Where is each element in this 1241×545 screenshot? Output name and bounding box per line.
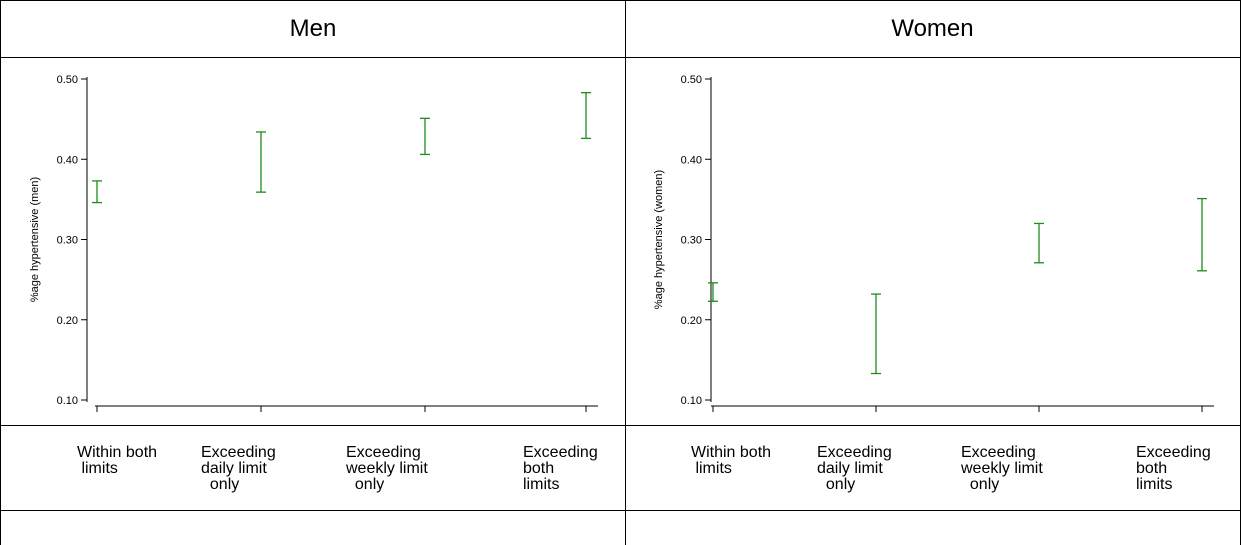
- women-chart: 0.10 0.20 0.30 0.40 0.50 %age hypertensive (w…: [653, 74, 1214, 412]
- men-title: Men: [289, 15, 337, 42]
- error-bar: [256, 131, 266, 193]
- men-title-cell: Men: [0, 0, 626, 58]
- y-tick-label: 0.50: [57, 74, 78, 86]
- women-empty-cell: [625, 510, 1241, 545]
- y-tick-label: 0.40: [681, 154, 702, 166]
- category-label: Exceeding both limits: [523, 444, 598, 493]
- error-bar: [871, 293, 881, 375]
- error-bar: [1034, 222, 1044, 264]
- category-label: Within both limits: [691, 444, 772, 477]
- error-bar: [420, 117, 430, 156]
- men-chart-cell: 0.10 0.20 0.30 0.40 0.50 %age hypertensive (m…: [0, 57, 626, 426]
- y-tick-label: 0.40: [57, 154, 78, 166]
- y-tick-label: 0.30: [57, 235, 78, 247]
- men-chart: 0.10 0.20 0.30 0.40 0.50 %age hypertensive (m…: [29, 74, 598, 412]
- men-empty-cell: [0, 510, 626, 545]
- y-axis-title: %age hypertensive (women): [653, 170, 665, 309]
- category-label: Exceeding daily limit only: [201, 444, 276, 493]
- women-category-cell: Within both limits Exceeding daily limit …: [625, 425, 1241, 511]
- y-tick-label: 0.20: [57, 315, 78, 327]
- y-tick-label: 0.30: [681, 235, 702, 247]
- error-bar: [1197, 197, 1207, 272]
- y-tick-label: 0.10: [57, 395, 78, 407]
- women-title-cell: Women: [625, 0, 1241, 58]
- error-bar: [708, 282, 718, 302]
- y-tick-label: 0.50: [681, 74, 702, 86]
- y-axis-title: %age hypertensive (men): [29, 177, 41, 302]
- women-chart-cell: 0.10 0.20 0.30 0.40 0.50 %age hypertensive (w…: [625, 57, 1241, 426]
- y-tick-label: 0.20: [681, 315, 702, 327]
- category-label: Exceeding both limits: [1136, 444, 1211, 493]
- women-title: Women: [891, 15, 974, 42]
- category-label: Exceeding daily limit only: [817, 444, 892, 493]
- men-category-cell: Within both limits Exceeding daily limit …: [0, 425, 626, 511]
- category-label: Within both limits: [77, 444, 158, 477]
- error-bar: [581, 91, 591, 140]
- error-bar: [92, 180, 102, 204]
- y-tick-label: 0.10: [681, 395, 702, 407]
- category-label: Exceeding weekly limit only: [961, 444, 1043, 493]
- category-label: Exceeding weekly limit only: [346, 444, 428, 493]
